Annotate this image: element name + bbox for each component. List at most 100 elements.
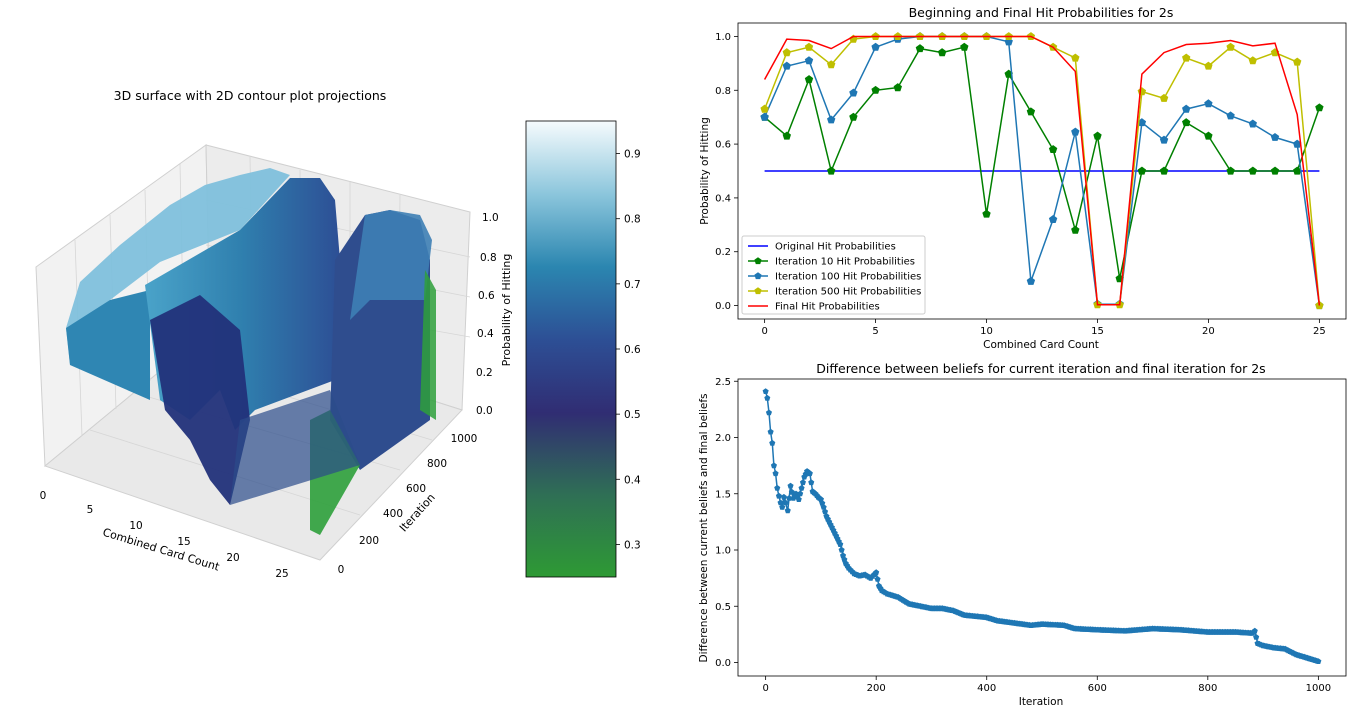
surface-xtick: 20 [226, 552, 239, 564]
colorbar-tick-label: 0.7 [624, 279, 641, 291]
surface-3d-title: 3D surface with 2D contour plot projecti… [114, 88, 387, 103]
data-point [915, 44, 925, 53]
y-tick-label: 0.6 [715, 140, 731, 151]
y-tick-label: 1.0 [715, 546, 731, 557]
data-point [1182, 118, 1191, 127]
legend-marker [754, 287, 762, 295]
data-point [762, 388, 769, 394]
diff-chart-ylabel: Difference between current beliefs and f… [698, 394, 710, 663]
data-point [1159, 166, 1169, 175]
data-point [1204, 131, 1213, 140]
data-point [797, 490, 804, 497]
legend-label: Iteration 10 Hit Probabilities [775, 257, 915, 268]
data-point [1026, 107, 1036, 116]
surface-ylabel: Iteration [397, 491, 438, 534]
data-point [1048, 214, 1058, 223]
surface-ytick: 600 [406, 483, 426, 495]
data-point [1226, 111, 1235, 120]
surface-ytick: 1000 [451, 433, 478, 445]
data-point [786, 495, 793, 501]
x-tick-label: 0 [761, 326, 767, 337]
data-point [873, 569, 880, 576]
data-point [782, 61, 791, 70]
x-tick-label: 0 [762, 683, 768, 694]
data-point [1071, 53, 1080, 62]
data-point [1093, 131, 1102, 140]
data-point [772, 470, 779, 477]
data-point [765, 409, 772, 416]
x-tick-label: 800 [1198, 683, 1217, 694]
surface-ztick: 0.6 [478, 290, 495, 302]
x-tick-label: 25 [1313, 326, 1326, 337]
data-point [760, 112, 769, 121]
surface-ztick: 0.4 [477, 328, 494, 340]
data-point [1248, 56, 1257, 65]
difference-chart: Difference between beliefs for current i… [698, 361, 1347, 708]
data-point [1253, 634, 1260, 640]
surface-front-wall-left [66, 290, 150, 400]
series-line [763, 35, 1321, 306]
surface-trough [150, 295, 250, 505]
data-point [1071, 225, 1080, 234]
x-tick-label: 20 [1202, 326, 1215, 337]
hit-chart-legend: Original Hit Probabilities Iteration 10 H… [741, 235, 926, 315]
data-point [1270, 166, 1280, 175]
x-tick-label: 10 [980, 326, 993, 337]
data-point [1226, 42, 1235, 51]
data-point [1071, 127, 1080, 136]
data-point [1248, 166, 1257, 175]
surface-green-right [420, 270, 436, 420]
series-line [763, 35, 1321, 306]
legend-frame [741, 235, 926, 315]
data-point [849, 88, 858, 97]
hit-chart-series [760, 32, 1324, 310]
y-tick-label: 1.5 [715, 489, 731, 500]
data-point [782, 499, 789, 506]
y-tick-label: 1.0 [715, 32, 731, 43]
hit-chart-xlabel: Combined Card Count [983, 339, 1099, 351]
data-point [1204, 61, 1213, 70]
diff-chart-xlabel: Iteration [1019, 696, 1064, 708]
colorbar-tick-label: 0.8 [624, 214, 641, 226]
data-point [982, 209, 991, 218]
surface-ytick: 200 [359, 535, 379, 547]
surface-xtick: 25 [275, 568, 288, 580]
legend-label: Original Hit Probabilities [775, 242, 896, 253]
data-point [822, 508, 829, 515]
data-point [827, 60, 836, 69]
data-point [777, 499, 784, 506]
y-tick-label: 0.2 [715, 247, 731, 258]
surface-ytick: 400 [383, 508, 403, 520]
data-point [1204, 99, 1213, 108]
data-point [1315, 658, 1322, 664]
surface-xtick: 0 [40, 490, 47, 502]
data-point [779, 504, 786, 510]
data-point [874, 576, 881, 582]
data-point [774, 484, 781, 491]
data-point [764, 394, 771, 401]
x-tick-label: 600 [1088, 683, 1107, 694]
legend-marker [754, 272, 762, 280]
data-point [937, 48, 947, 57]
surface-xtick: 15 [177, 536, 190, 548]
data-point [1226, 166, 1235, 175]
data-point [787, 482, 794, 489]
data-point [767, 428, 774, 435]
data-point [1159, 93, 1169, 102]
data-point [1248, 119, 1257, 128]
y-tick-label: 0.0 [715, 301, 731, 312]
data-point [775, 492, 782, 499]
data-point [782, 48, 791, 57]
data-point [798, 484, 805, 491]
data-point [1251, 627, 1258, 634]
surface-zlabel: Probability of Hitting [500, 254, 513, 367]
data-point [1270, 132, 1280, 141]
y-tick-label: 0.4 [715, 193, 731, 204]
data-point [820, 504, 827, 510]
hit-chart-ylabel: Probability of Hitting [699, 117, 711, 225]
data-point [806, 470, 813, 477]
x-tick-label: 1000 [1306, 683, 1331, 694]
data-point [1137, 166, 1147, 175]
data-point [1159, 135, 1169, 144]
